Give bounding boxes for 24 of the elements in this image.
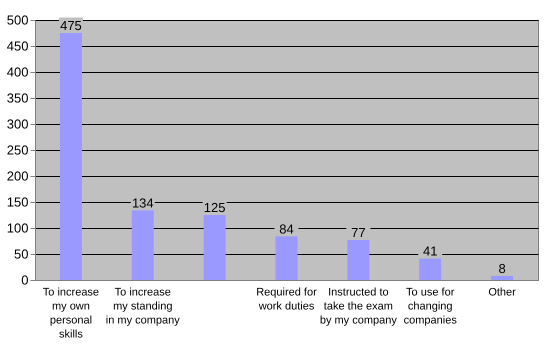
- data-label: 41: [422, 244, 438, 259]
- y-tick-label: 150: [6, 194, 28, 210]
- x-tick-label: To increase my own personal skills: [42, 286, 100, 340]
- x-tick-label: Other: [488, 286, 516, 298]
- y-tick-label: 50: [14, 246, 28, 262]
- data-label: 8: [498, 260, 506, 276]
- y-tick-label: 450: [6, 38, 28, 54]
- y-tick-label: 500: [6, 12, 28, 28]
- x-tick-label: To use for changing companies: [404, 286, 458, 326]
- x-tick-label: Required for work duties: [256, 286, 318, 312]
- data-label: 125: [204, 200, 226, 215]
- y-tick-label: 0: [21, 272, 28, 288]
- data-label: 77: [351, 224, 366, 240]
- y-tick-label: 100: [6, 220, 28, 236]
- data-label: 84: [279, 221, 294, 236]
- x-tick-label: Instructed to take the exam by my company: [320, 286, 398, 326]
- data-label: 134: [132, 195, 154, 210]
- y-tick-label: 300: [6, 116, 28, 132]
- y-tick-label: 350: [6, 90, 28, 106]
- data-label: 475: [60, 18, 82, 33]
- y-tick-label: 200: [6, 168, 28, 184]
- x-tick-label: To increase my standing in my company: [106, 286, 180, 326]
- y-tick-label: 250: [6, 142, 28, 158]
- y-tick-label: 400: [6, 64, 28, 80]
